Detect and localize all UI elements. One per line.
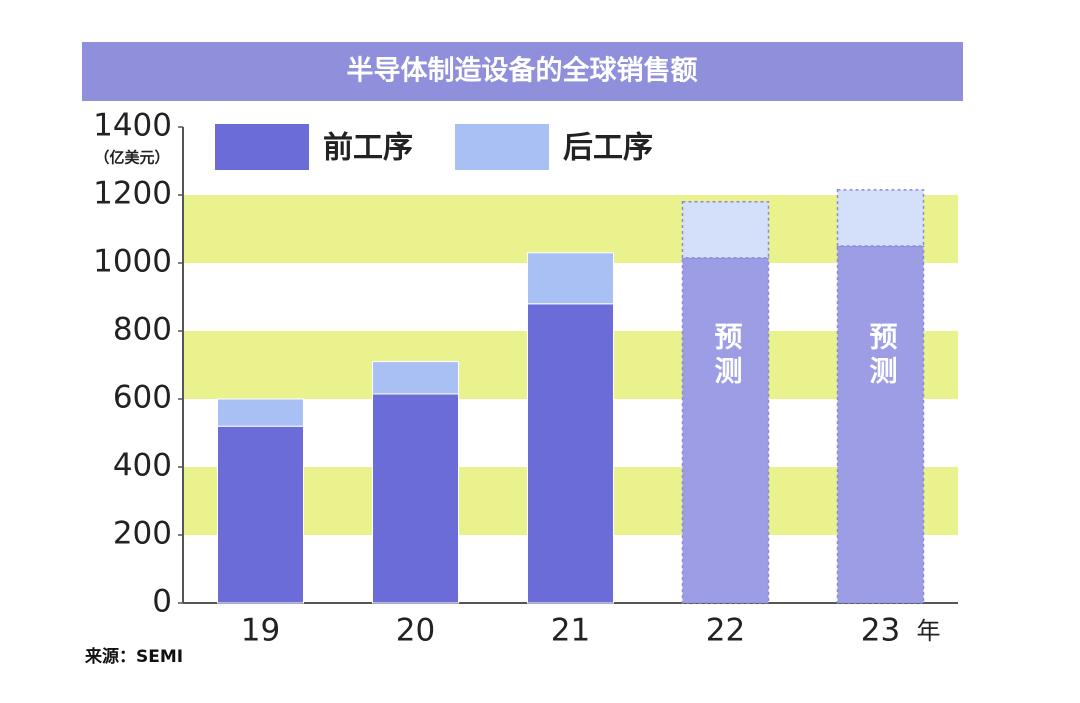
chart-title: 半导体制造设备的全球销售额 [347,55,698,87]
y-tick-label: 800 [113,312,172,348]
bar-segment [527,303,614,604]
y-tick-label: 400 [113,448,172,484]
x-axis-label: 年 [917,617,941,645]
legend-swatch [215,124,309,170]
y-tick-label: 0 [152,584,172,620]
y-tick-label: 1400 [93,108,172,144]
legend-label: 后工序 [563,131,653,166]
bar-segment [681,257,770,604]
y-tick-label: 1200 [93,176,172,212]
legend-swatch [455,124,549,170]
x-tick-label: 20 [396,613,435,649]
y-tick-label: 200 [113,516,172,552]
y-tick-label: 600 [113,380,172,416]
bar-segment [217,425,304,604]
bar-segment [527,252,614,305]
grid-band [183,195,958,263]
bar-segment [681,201,770,259]
bar-segment [372,393,459,604]
x-tick-label: 23 [861,613,900,649]
bar-segment [217,398,304,427]
annotation: 预测 [866,322,899,390]
bar-segment [836,189,925,247]
title-bar [82,42,963,101]
source: 来源：SEMI [84,646,183,667]
legend-label: 前工序 [323,131,413,166]
annotation: 预测 [711,322,744,390]
x-tick-label: 21 [551,613,590,649]
y-tick-label: 1000 [93,244,172,280]
y-axis-label: （亿美元） [94,149,169,167]
bar-segment [372,361,459,395]
x-tick-label: 19 [241,613,280,649]
bar-segment [836,245,925,604]
x-tick-label: 22 [706,613,745,649]
